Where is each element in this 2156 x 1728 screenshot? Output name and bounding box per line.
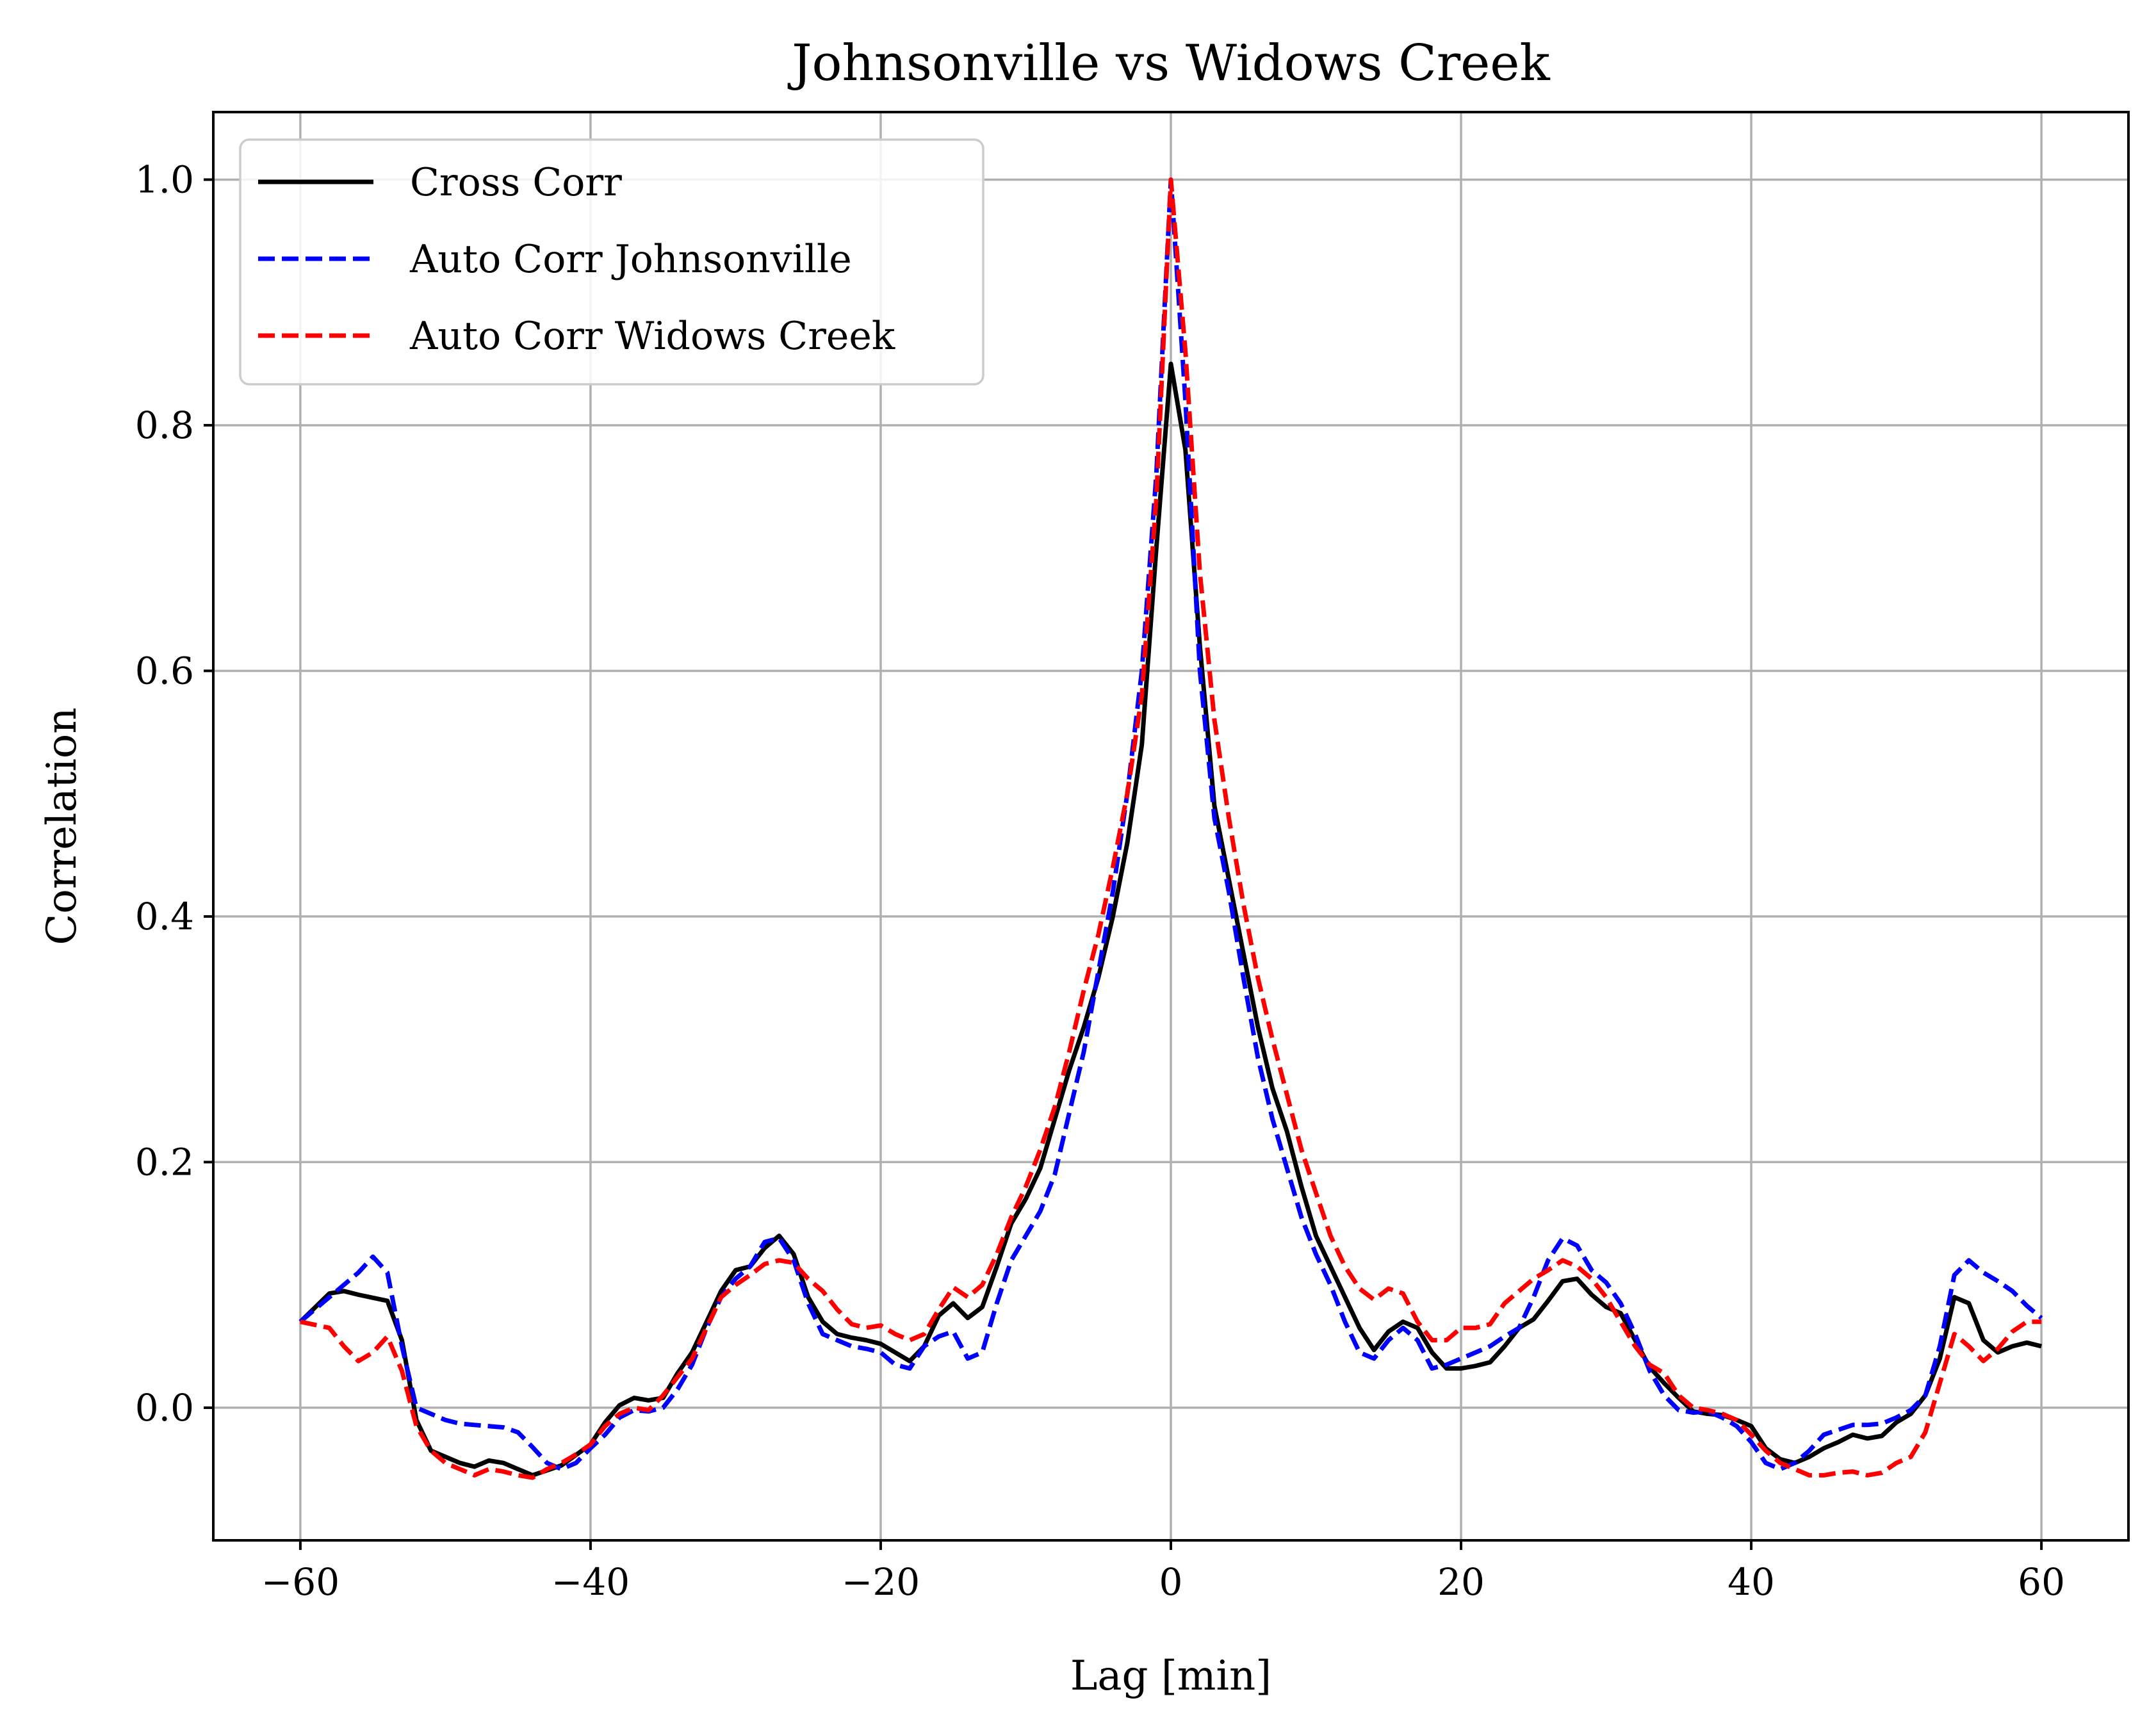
y-tick-label: 0.2: [135, 1140, 194, 1184]
legend-entries: Cross Corr Auto Corr Johnsonville Auto Cor…: [258, 160, 895, 359]
x-axis-label: Lag [min]: [1070, 1652, 1271, 1700]
y-tick-label: 0.8: [135, 403, 194, 447]
legend: Cross Corr Auto Corr Johnsonville Auto Cor…: [239, 138, 984, 386]
chart-title: Johnsonville vs Widows Creek: [787, 35, 1550, 92]
x-tick-label: 40: [1727, 1560, 1775, 1604]
series-line-auto-corr-johnsonville: [298, 177, 2043, 1472]
x-tick-label: 0: [1159, 1560, 1183, 1604]
series-lines: [298, 177, 2043, 1480]
legend-box: [239, 138, 984, 386]
legend-label: Auto Corr Johnsonville: [409, 237, 852, 282]
y-tick-label: 0.0: [135, 1386, 194, 1430]
legend-label: Cross Corr: [410, 160, 622, 205]
y-axis-label: Correlation: [38, 707, 86, 945]
y-tick-label: 0.4: [135, 895, 194, 938]
x-tick-label: 20: [1437, 1560, 1485, 1604]
x-tick-label: 60: [2018, 1560, 2065, 1604]
y-tick-label: 1.0: [135, 158, 194, 201]
x-tick-label: −20: [842, 1560, 920, 1604]
x-tick-label: −40: [551, 1560, 630, 1604]
y-tick-label: 0.6: [135, 649, 194, 692]
x-tick-label: −60: [261, 1560, 339, 1604]
series-line-auto-corr-widows-creek: [300, 177, 2042, 1480]
axis-ticks: −60 −40 −20 0 20 40 60 0.0 0.2 0.4 0.6 0.8 1.0: [135, 158, 2065, 1604]
legend-label: Auto Corr Widows Creek: [409, 314, 895, 359]
